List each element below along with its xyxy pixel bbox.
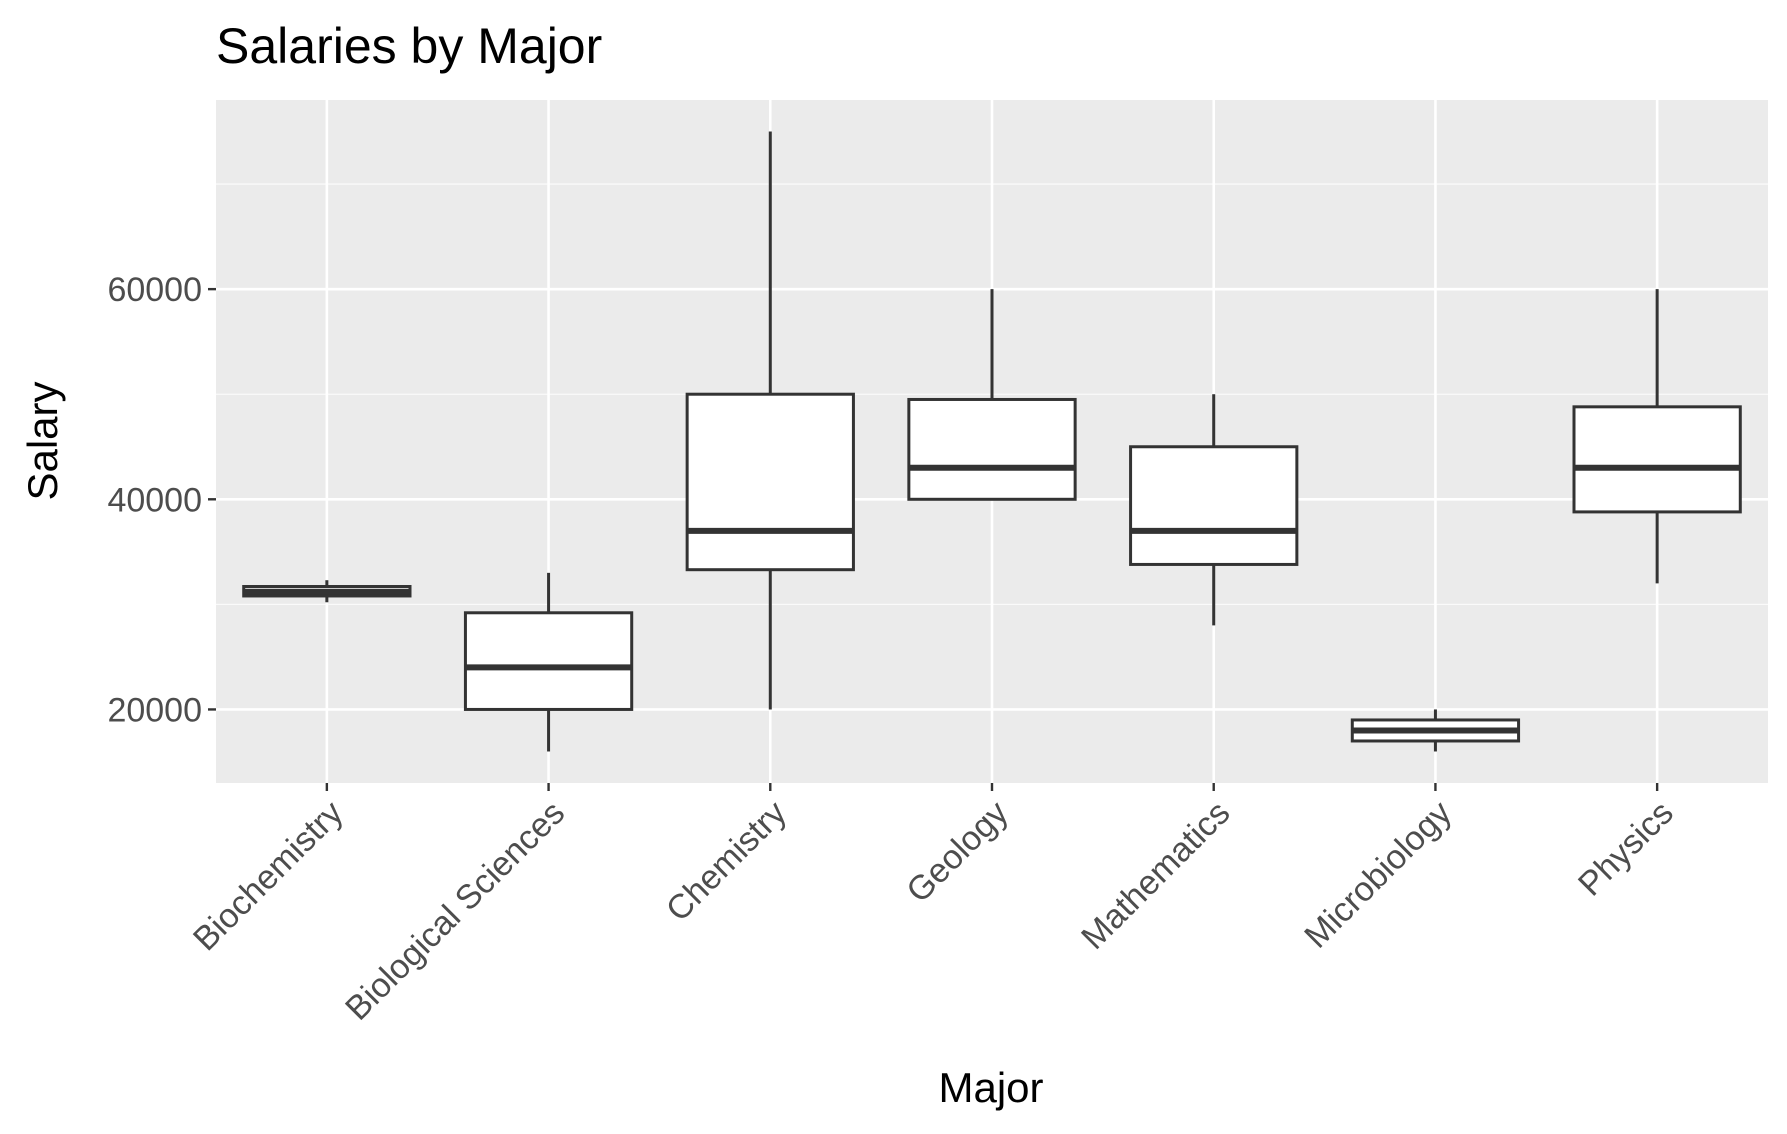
x-tick-label: Microbiology: [1297, 794, 1459, 956]
x-tick-label: Geology: [899, 794, 1015, 910]
x-tick-label: Physics: [1571, 794, 1681, 904]
box-biochemistry: [242, 580, 412, 603]
box-physics: [1572, 289, 1742, 584]
x-tick-label: Biological Sciences: [338, 794, 572, 1028]
x-axis-title: Major: [938, 1064, 1043, 1111]
box-mathematics: [1129, 394, 1299, 626]
y-tick-label: 40000: [107, 481, 202, 519]
y-tick-label: 20000: [107, 691, 202, 729]
y-tick-label: 60000: [107, 271, 202, 309]
x-tick-label: Biochemistry: [186, 794, 350, 958]
x-tick-label: Chemistry: [659, 794, 794, 929]
box-chemistry: [685, 131, 855, 710]
chart-title: Salaries by Major: [216, 18, 602, 74]
y-axis-title: Salary: [19, 381, 66, 500]
x-tick-label: Mathematics: [1074, 794, 1237, 957]
box-iqr: [1572, 405, 1742, 514]
box-series: [242, 131, 1742, 752]
box-iqr: [463, 611, 634, 711]
box-iqr: [685, 392, 855, 572]
box-iqr: [1129, 445, 1299, 566]
box-microbiology: [1350, 709, 1521, 752]
y-axis: 20000 40000 60000: [107, 271, 216, 729]
box-biological-sciences: [463, 572, 634, 752]
box-iqr: [907, 397, 1077, 501]
box-geology: [907, 289, 1077, 501]
